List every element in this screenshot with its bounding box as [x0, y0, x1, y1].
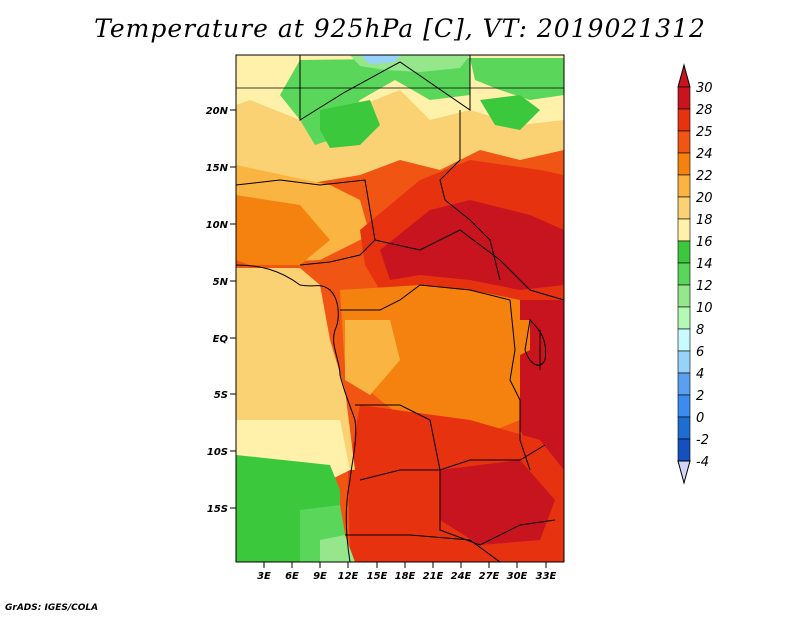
field-12-south-atlantic: [320, 535, 355, 562]
lon-label: 21E: [423, 571, 444, 582]
field-24-west: [236, 195, 330, 265]
field-10-north: [360, 55, 400, 64]
colorbar-segment: [677, 240, 691, 264]
colorbar-segment: [677, 372, 691, 396]
lat-label: 15N: [206, 163, 229, 174]
lat-label: 10N: [206, 220, 229, 231]
colorbar-segment: [677, 218, 691, 242]
colorbar-label: 22: [696, 169, 713, 184]
lon-label: 12E: [338, 571, 359, 582]
colorbar-label: 18: [696, 213, 713, 228]
colorbar-segment: [677, 284, 691, 308]
border-sahel: [236, 179, 376, 266]
field-lake-victoria-region: [505, 320, 530, 360]
lat-label: 5S: [214, 390, 228, 401]
lon-label: 30E: [507, 571, 528, 582]
lat-label: 20N: [206, 106, 229, 117]
colorbar-label: 14: [696, 257, 713, 272]
field-22-gabon: [345, 320, 400, 395]
lat-label: 5N: [213, 277, 229, 288]
colorbar-label: 2: [696, 389, 704, 404]
colorbar-segment: [677, 130, 691, 154]
colorbar-segment: [677, 262, 691, 286]
border-zambia: [439, 470, 556, 546]
lat-label: 10S: [207, 447, 228, 458]
border-east-lakes: [509, 299, 531, 471]
chart-title: Temperature at 925hPa [C], VT: 201902131…: [94, 14, 706, 43]
colorbar-segment: [677, 152, 691, 176]
map-frame: [235, 54, 565, 563]
field-30-east: [520, 300, 564, 480]
colorbar-label: 16: [696, 235, 713, 250]
colorbar-label: 28: [696, 103, 713, 118]
field-30-central: [380, 200, 564, 290]
border-south: [345, 534, 501, 562]
field-green-dark-sahara: [320, 100, 380, 148]
border-car: [374, 229, 564, 301]
colorbar-segment: [677, 174, 691, 198]
lon-label: 33E: [536, 571, 557, 582]
temperature-field: [236, 55, 564, 562]
lon-label: 18E: [395, 571, 416, 582]
field-green-northeast: [480, 95, 540, 130]
country-borders: [236, 55, 564, 562]
colorbar-label: 25: [696, 125, 713, 140]
border-congo-north: [340, 284, 511, 311]
colorbar-label: 8: [696, 323, 704, 338]
border-north: [299, 55, 471, 121]
lake-victoria: [524, 318, 547, 366]
colorbar-segment: [677, 196, 691, 220]
colorbar-segment: [677, 394, 691, 418]
border-namibia: [359, 469, 440, 481]
colorbar-label: 20: [696, 191, 713, 206]
lon-label: 24E: [451, 571, 472, 582]
lon-label: 9E: [313, 571, 327, 582]
colorbar-label: -4: [696, 455, 709, 470]
field-20-atlantic: [236, 268, 355, 470]
colorbar-label: 0: [696, 411, 704, 426]
field-16-northeast: [470, 58, 564, 100]
colorbar-label: 10: [696, 301, 713, 316]
lat-label: 15S: [207, 504, 228, 515]
colorbar-label: 12: [696, 279, 713, 294]
lon-label: 3E: [257, 571, 271, 582]
lon-label: 27E: [479, 571, 500, 582]
colorbar-label: -2: [696, 433, 709, 448]
colorbar-segment: [677, 108, 691, 132]
colorbar-segment: [677, 86, 691, 110]
colorbar-tip-bottom: [677, 460, 691, 485]
lat-label: EQ: [213, 334, 229, 345]
colorbar-tip-top: [677, 63, 691, 88]
colorbar-label: 4: [696, 367, 704, 382]
border-east-sudan: [439, 110, 501, 281]
lat-axis: 20N 15N 10N 5N EQ 5S 10S 15S: [206, 106, 236, 515]
colorbar-label: 6: [696, 345, 704, 360]
colorbar-segment: [677, 350, 691, 374]
colorbar-segment: [677, 328, 691, 352]
coastline-west: [236, 264, 357, 562]
credit-text: GrADS: IGES/COLA: [5, 603, 99, 613]
colorbar-label: 24: [696, 147, 713, 162]
colorbar-segment: [677, 416, 691, 440]
colorbar-segment: [677, 306, 691, 330]
colorbar-segment: [677, 438, 691, 462]
lon-label: 6E: [285, 571, 299, 582]
lon-axis: 3E 6E 9E 12E 15E 18E 21E 24E 27E 30E 33E: [257, 562, 557, 582]
lon-label: 15E: [367, 571, 388, 582]
colorbar-label: 30: [696, 81, 713, 96]
